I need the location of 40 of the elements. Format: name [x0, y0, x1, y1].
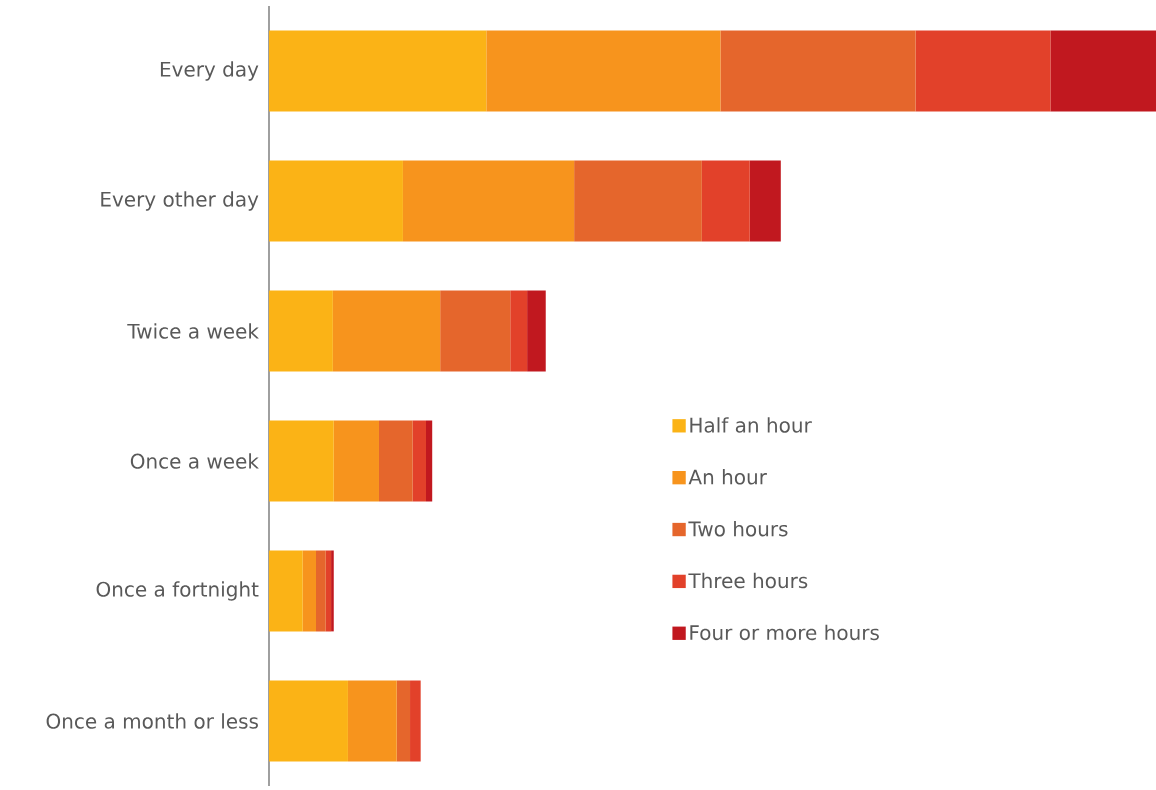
y-tick-label: Every day	[160, 61, 259, 81]
y-tick-label: Once a week	[130, 453, 259, 469]
bar	[332, 290, 441, 372]
y-tick-label: Once a fortnight	[96, 581, 259, 601]
y-tick-label: Every other day	[101, 191, 259, 211]
bar	[396, 680, 411, 762]
bar	[915, 30, 1051, 112]
bar	[1050, 30, 1156, 112]
y-tick-label: Twice a week	[127, 323, 259, 339]
legend-label: Four or more hours	[690, 624, 879, 640]
bar	[269, 680, 348, 762]
legend-label: Half an hour	[690, 417, 812, 433]
bar	[440, 290, 511, 372]
bar	[269, 30, 487, 112]
y-tick-label: Once a month or less	[46, 713, 258, 729]
bar	[333, 420, 379, 502]
bar	[510, 290, 528, 372]
bar	[269, 420, 334, 502]
legend-label: Three hours	[688, 572, 808, 589]
bar	[574, 160, 702, 242]
bar	[412, 420, 426, 502]
bar	[720, 30, 916, 112]
bar	[426, 420, 433, 502]
bar	[527, 290, 546, 372]
bar	[701, 160, 750, 242]
bar	[302, 550, 317, 632]
legend-label: Two hours	[688, 520, 788, 537]
bar	[347, 680, 397, 762]
bar	[378, 420, 413, 502]
bar	[486, 30, 721, 112]
bar	[269, 550, 303, 632]
bar	[749, 160, 781, 242]
bar	[325, 550, 332, 632]
bar	[410, 680, 421, 762]
bar	[331, 550, 334, 632]
bar	[269, 290, 333, 372]
legend-label: An hour	[688, 468, 767, 485]
bar	[316, 550, 326, 632]
bar	[269, 160, 403, 242]
bar	[402, 160, 575, 242]
